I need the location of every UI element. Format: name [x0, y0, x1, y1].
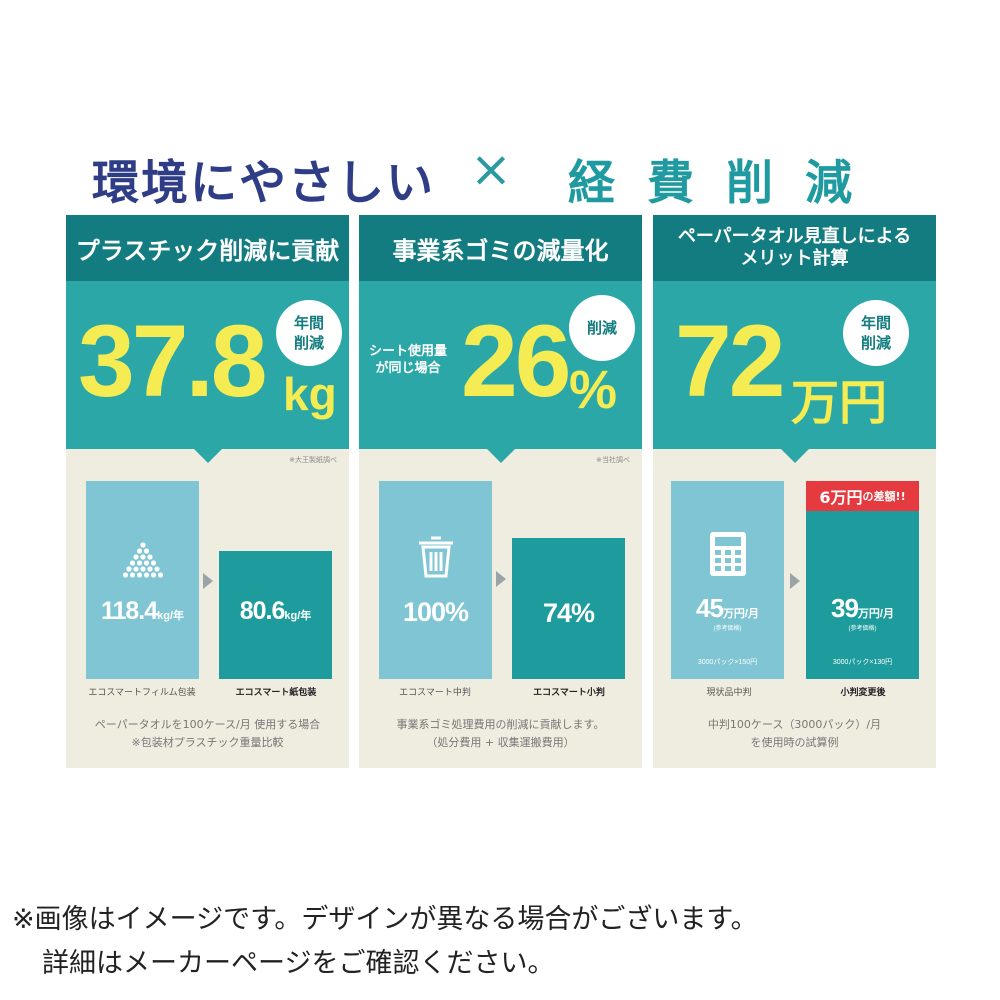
headline-eco: 環境にやさしい	[92, 156, 435, 211]
hero-number: 37.8	[78, 304, 268, 418]
trash-can-icon	[419, 536, 453, 578]
before-caption: エコスマート中判	[399, 688, 471, 698]
plastic-pellets-icon	[122, 542, 164, 578]
hero-unit: 万円	[791, 375, 888, 431]
arrow-right-icon	[790, 573, 800, 589]
hero-unit: %	[569, 360, 618, 420]
panel-title: 事業系ゴミの減量化	[359, 215, 642, 281]
hero-pointer	[487, 449, 515, 463]
after-value: 80.6kg/年	[239, 597, 312, 625]
panel-title: ペーパータオル見直しによる メリット計算	[653, 215, 936, 281]
after-box: 39万円/月 (参考価格) 3000パック×130円	[806, 511, 919, 679]
after-value: 74%	[542, 598, 595, 628]
panel-footnote: ペーパータオルを100ケース/月 使用する場合 ※包装材プラスチック重量比較	[94, 718, 321, 749]
annual-reduction-badge: 年間 削減	[843, 300, 909, 366]
panel-plastic-reduction: プラスチック削減に貢献 37.8 kg 年間 削減 ※大王製紙調べ 118.4k…	[66, 215, 349, 768]
after-value: 39万円/月	[831, 593, 894, 623]
before-calc: 3000パック×150円	[697, 659, 758, 666]
source-note: ※大王製紙調べ	[289, 456, 337, 464]
headline: 環境にやさしい × 経費削減	[0, 138, 1000, 211]
before-ref-price: (参考価格)	[713, 626, 742, 632]
before-value: 118.4kg/年	[100, 597, 185, 625]
headline-cross: ×	[470, 140, 512, 198]
panel-waste-reduction: 事業系ゴミの減量化 シート使用量 が同じ場合 26 % 削減 ※当社調べ 100…	[359, 215, 642, 768]
before-box: 45万円/月 (参考価格) 3000パック×150円	[671, 481, 784, 679]
arrow-right-icon	[203, 573, 213, 589]
after-calc: 3000パック×130円	[832, 659, 893, 666]
panel-cost-merit: ペーパータオル見直しによる メリット計算 72 万円 年間 削減 45万円/月 …	[653, 215, 936, 768]
hero-pointer	[194, 449, 222, 463]
difference-tag: 6万円 の差額!!	[806, 481, 919, 511]
hero-unit: kg	[283, 368, 337, 420]
before-box: 100%	[379, 481, 492, 679]
after-ref-price: (参考価格)	[848, 626, 877, 632]
hero-side-note: シート使用量 が同じ場合	[369, 344, 448, 376]
hero-number: 72	[675, 304, 785, 418]
after-caption: エコスマート小判	[533, 688, 605, 698]
image-disclaimer: ※画像はイメージです。デザインが異なる場合がございます。 詳細はメーカーページを…	[12, 904, 758, 979]
hero-pointer	[781, 449, 809, 463]
before-caption: エコスマートフィルム包装	[88, 688, 196, 698]
before-caption: 現状品中判	[706, 688, 752, 698]
calculator-icon	[710, 532, 746, 576]
before-value: 100%	[402, 597, 469, 627]
panel-title: プラスチック削減に貢献	[66, 215, 349, 281]
source-note: ※当社調べ	[596, 456, 630, 464]
before-value: 45万円/月	[696, 593, 759, 623]
arrow-right-icon	[496, 571, 506, 587]
annual-reduction-badge: 年間 削減	[276, 300, 342, 366]
headline-cost-reduction: 経費削減	[568, 156, 884, 211]
panel-footnote: 中判100ケース（3000パック）/月 を使用時の試算例	[707, 718, 882, 749]
panel-footnote: 事業系ゴミ処理費用の削減に貢献します。 （処分費用 + 収集運搬費用）	[396, 718, 605, 749]
after-box: 80.6kg/年	[219, 551, 332, 679]
after-box: 74%	[512, 538, 625, 679]
hero-number: 26	[461, 304, 571, 418]
before-box: 118.4kg/年	[86, 481, 199, 679]
after-caption: エコスマート紙包装	[235, 688, 317, 698]
reduction-badge: 削減	[569, 295, 635, 361]
after-caption: 小判変更後	[840, 688, 886, 698]
